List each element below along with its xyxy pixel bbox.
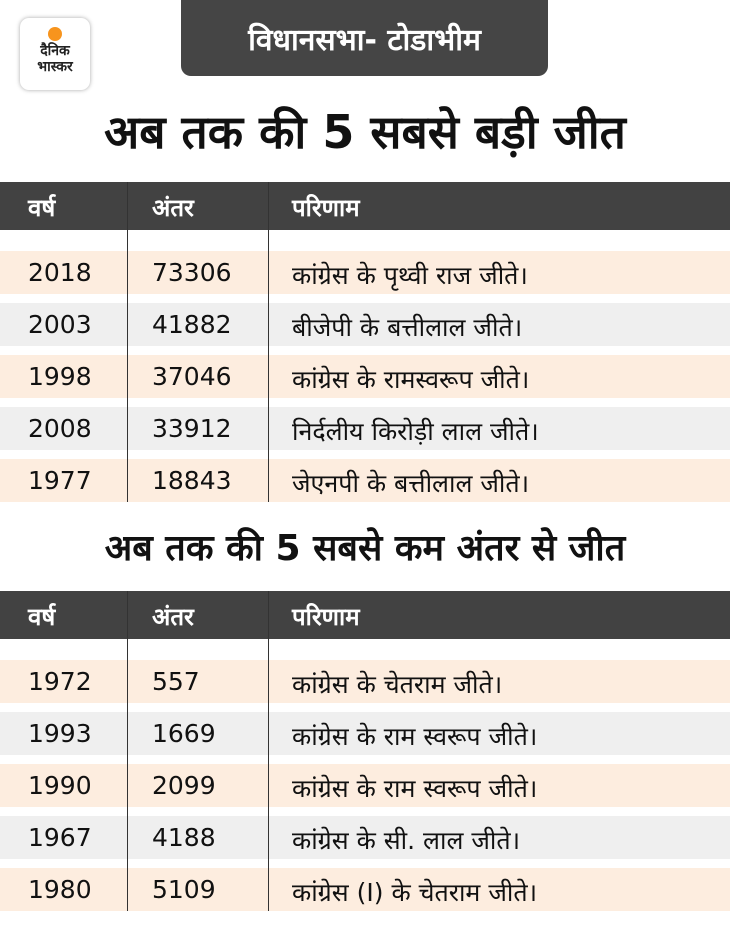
margin-cell: 33912 bbox=[152, 414, 232, 443]
column-divider bbox=[268, 182, 269, 502]
biggest-wins-table: वर्ष अंतर परिणाम 2018 73306 कांग्रेस के पृ… bbox=[0, 182, 730, 511]
section1-title: अब तक की 5 सबसे बड़ी जीत bbox=[104, 105, 626, 159]
table-row: 1972 557 कांग्रेस के चेतराम जीते। bbox=[0, 660, 730, 703]
result-cell: कांग्रेस के चेतराम जीते। bbox=[292, 670, 503, 699]
year-cell: 1967 bbox=[28, 823, 92, 852]
dainik-bhaskar-logo: दैनिक भास्कर bbox=[20, 18, 90, 90]
column-header: परिणाम bbox=[292, 194, 360, 222]
column-divider bbox=[127, 182, 128, 502]
result-cell: कांग्रेस के सी. लाल जीते। bbox=[292, 826, 521, 855]
sun-icon bbox=[48, 27, 62, 41]
year-cell: 1998 bbox=[28, 362, 92, 391]
table-row: 1998 37046 कांग्रेस के रामस्वरूप जीते। bbox=[0, 355, 730, 398]
section2-title: अब तक की 5 सबसे कम अंतर से जीत bbox=[104, 528, 626, 569]
margin-cell: 2099 bbox=[152, 771, 216, 800]
constituency-header: विधानसभा- टोडाभीम bbox=[181, 0, 548, 76]
column-header: अंतर bbox=[152, 603, 194, 631]
column-divider bbox=[268, 591, 269, 911]
margin-cell: 4188 bbox=[152, 823, 216, 852]
margin-cell: 41882 bbox=[152, 310, 232, 339]
result-cell: कांग्रेस के रामस्वरूप जीते। bbox=[292, 365, 530, 394]
table-row: 1980 5109 कांग्रेस (I) के चेतराम जीते। bbox=[0, 868, 730, 911]
result-cell: निर्दलीय किरोड़ी लाल जीते। bbox=[292, 417, 539, 446]
table-header: वर्ष अंतर परिणाम bbox=[0, 182, 730, 230]
column-header: परिणाम bbox=[292, 603, 360, 631]
table-row: 1977 18843 जेएनपी के बत्तीलाल जीते। bbox=[0, 459, 730, 502]
smallest-wins-table: वर्ष अंतर परिणाम 1972 557 कांग्रेस के चेतर… bbox=[0, 591, 730, 920]
year-cell: 2008 bbox=[28, 414, 92, 443]
result-cell: कांग्रेस के राम स्वरूप जीते। bbox=[292, 722, 538, 751]
year-cell: 1972 bbox=[28, 667, 92, 696]
result-cell: कांग्रेस के पृथ्वी राज जीते। bbox=[292, 261, 528, 290]
result-cell: जेएनपी के बत्तीलाल जीते। bbox=[292, 469, 530, 498]
logo-text-line1: दैनिक bbox=[40, 43, 70, 59]
year-cell: 1990 bbox=[28, 771, 92, 800]
column-header: वर्ष bbox=[28, 603, 56, 631]
column-header: वर्ष bbox=[28, 194, 56, 222]
year-cell: 2018 bbox=[28, 258, 92, 287]
year-cell: 1993 bbox=[28, 719, 92, 748]
margin-cell: 557 bbox=[152, 667, 200, 696]
table-row: 1990 2099 कांग्रेस के राम स्वरूप जीते। bbox=[0, 764, 730, 807]
year-cell: 1980 bbox=[28, 875, 92, 904]
table-row: 2003 41882 बीजेपी के बत्तीलाल जीते। bbox=[0, 303, 730, 346]
margin-cell: 73306 bbox=[152, 258, 232, 287]
table-row: 2018 73306 कांग्रेस के पृथ्वी राज जीते। bbox=[0, 251, 730, 294]
column-header: अंतर bbox=[152, 194, 194, 222]
year-cell: 1977 bbox=[28, 466, 92, 495]
result-cell: कांग्रेस के राम स्वरूप जीते। bbox=[292, 774, 538, 803]
table-row: 1967 4188 कांग्रेस के सी. लाल जीते। bbox=[0, 816, 730, 859]
margin-cell: 18843 bbox=[152, 466, 232, 495]
table-row: 2008 33912 निर्दलीय किरोड़ी लाल जीते। bbox=[0, 407, 730, 450]
table-header: वर्ष अंतर परिणाम bbox=[0, 591, 730, 639]
year-cell: 2003 bbox=[28, 310, 92, 339]
result-cell: बीजेपी के बत्तीलाल जीते। bbox=[292, 313, 523, 342]
column-divider bbox=[127, 591, 128, 911]
margin-cell: 1669 bbox=[152, 719, 216, 748]
margin-cell: 37046 bbox=[152, 362, 232, 391]
logo-text-line2: भास्कर bbox=[37, 59, 73, 75]
margin-cell: 5109 bbox=[152, 875, 216, 904]
table-row: 1993 1669 कांग्रेस के राम स्वरूप जीते। bbox=[0, 712, 730, 755]
result-cell: कांग्रेस (I) के चेतराम जीते। bbox=[292, 878, 538, 907]
